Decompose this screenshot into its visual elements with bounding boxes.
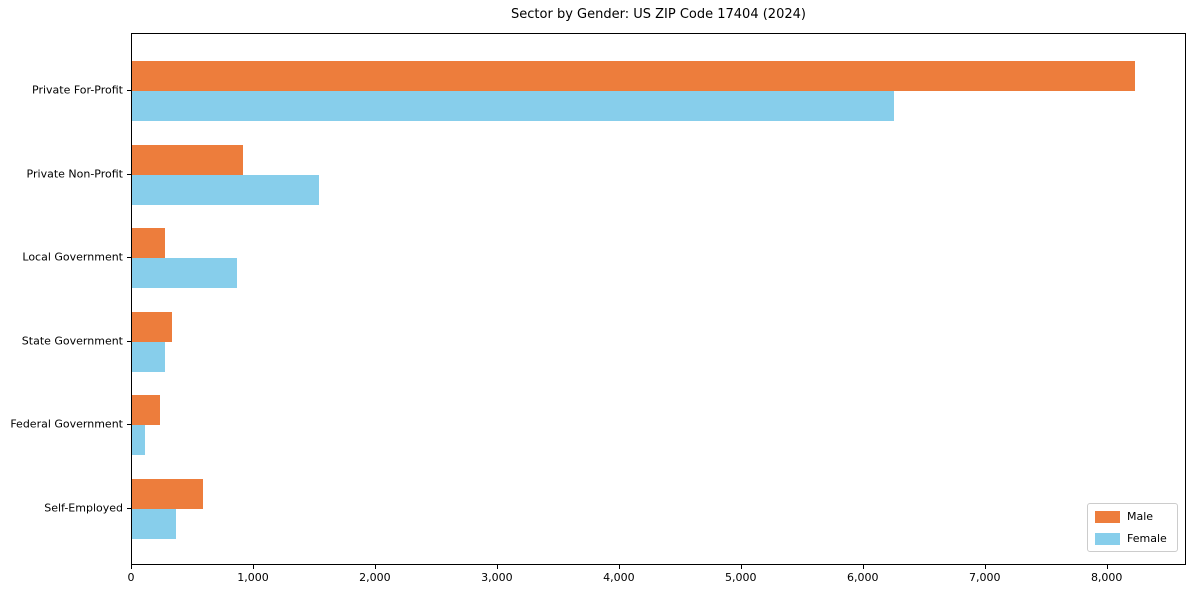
y-tick-mark — [127, 173, 131, 175]
bar-male-local-government — [132, 228, 165, 259]
legend-label-female: Female — [1127, 532, 1167, 545]
x-tick-mark — [984, 565, 986, 569]
legend-label-male: Male — [1127, 510, 1154, 523]
y-tick-label-state-government: State Government — [21, 334, 123, 348]
x-tick-label-7000: 7,000 — [969, 571, 1001, 584]
x-tick-mark — [1106, 565, 1108, 569]
bar-male-self-employed — [132, 479, 203, 509]
x-tick-label-4000: 4,000 — [603, 571, 635, 584]
x-tick-label-1000: 1,000 — [237, 571, 269, 584]
x-tick-label-0: 0 — [127, 571, 135, 584]
bar-male-private-non-profit — [132, 144, 243, 175]
x-tick-label-5000: 5,000 — [725, 571, 757, 584]
x-tick-mark — [496, 565, 498, 569]
x-tick-mark — [618, 565, 620, 569]
legend: Male Female — [1087, 503, 1178, 552]
legend-swatch-male — [1095, 510, 1120, 523]
y-tick-label-private-for-profit: Private For-Profit — [32, 83, 123, 97]
bar-male-federal-government — [132, 395, 161, 426]
x-tick-mark — [131, 565, 132, 569]
x-tick-label-3000: 3,000 — [481, 571, 513, 584]
legend-row-male: Male — [1095, 510, 1169, 523]
y-tick-label-self-employed: Self-Employed — [44, 501, 123, 515]
bar-female-self-employed — [132, 509, 176, 539]
x-tick-mark — [740, 565, 742, 569]
y-tick-mark — [127, 424, 131, 426]
y-tick-mark — [127, 508, 131, 509]
x-tick-mark — [374, 565, 376, 569]
bar-female-private-for-profit — [132, 91, 895, 121]
plot-area — [131, 33, 1186, 565]
bar-female-federal-government — [132, 425, 146, 456]
bar-female-local-government — [132, 258, 237, 289]
bar-female-private-non-profit — [132, 174, 319, 205]
legend-row-female: Female — [1095, 532, 1169, 545]
x-tick-mark — [253, 565, 254, 569]
legend-swatch-female — [1095, 532, 1120, 545]
bar-female-state-government — [132, 341, 165, 372]
y-tick-mark — [127, 257, 131, 259]
bar-male-private-for-profit — [132, 61, 1135, 91]
bar-male-state-government — [132, 311, 173, 342]
x-tick-label-8000: 8,000 — [1090, 571, 1123, 584]
y-tick-mark — [127, 340, 131, 342]
y-tick-label-local-government: Local Government — [22, 250, 123, 264]
chart-title: Sector by Gender: US ZIP Code 17404 (202… — [511, 7, 806, 22]
x-tick-label-2000: 2,000 — [359, 571, 391, 584]
y-tick-label-federal-government: Federal Government — [10, 417, 123, 431]
x-tick-mark — [862, 565, 864, 569]
y-tick-mark — [127, 90, 131, 91]
y-tick-label-private-non-profit: Private Non-Profit — [26, 167, 123, 181]
x-tick-label-6000: 6,000 — [847, 571, 879, 584]
